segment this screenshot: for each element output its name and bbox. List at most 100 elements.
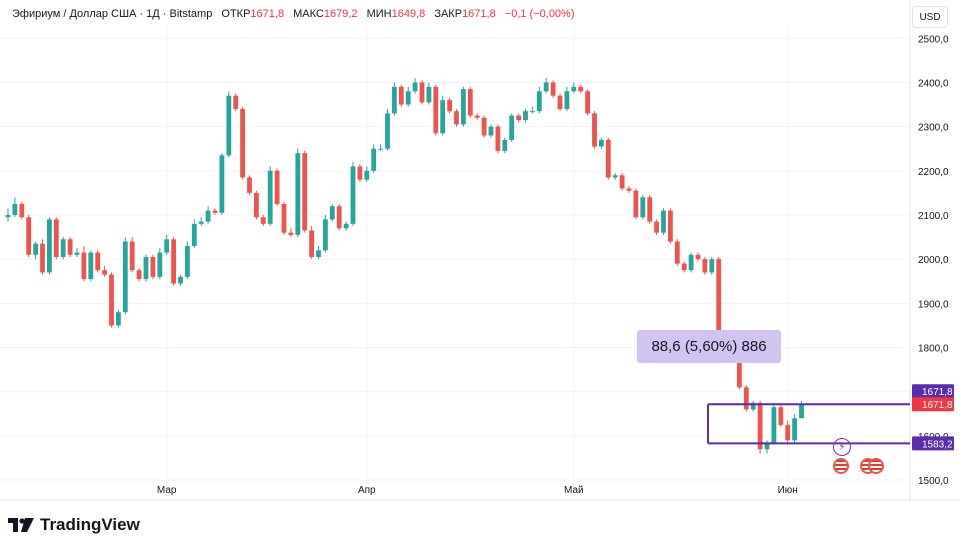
candle-body	[550, 82, 556, 96]
candle-body	[488, 126, 494, 136]
candle-body	[640, 197, 646, 218]
candle-body	[247, 177, 252, 193]
candle-body	[743, 387, 749, 410]
last-price-badge: 1671,8	[922, 400, 953, 411]
candle-body	[661, 210, 666, 233]
candle-body	[750, 402, 756, 410]
candle-body	[502, 139, 508, 151]
us-flag-event-icon[interactable]	[868, 458, 884, 474]
low-label: МИН	[366, 8, 392, 20]
candle-body	[392, 86, 397, 114]
candle-body	[185, 245, 190, 277]
candle-body	[612, 175, 618, 178]
change-value: −0,1 (−0,00%)	[504, 8, 575, 20]
time-tick-label: Мар	[157, 485, 177, 496]
candle-body	[336, 206, 342, 229]
candle-body	[433, 86, 439, 134]
candle-body	[654, 221, 659, 233]
candle-body	[516, 115, 521, 120]
candle-body	[309, 230, 314, 257]
candle-body	[171, 239, 176, 284]
candle-body	[405, 91, 411, 105]
candle-body	[454, 111, 459, 125]
candle-body	[440, 100, 446, 134]
candle-body	[681, 263, 687, 271]
candle-body	[74, 252, 80, 255]
candle-body	[523, 111, 528, 120]
candle-body	[143, 256, 149, 280]
candle-body	[178, 276, 183, 284]
candle-body	[329, 206, 335, 220]
measure-bottom-badge-bg	[912, 436, 954, 451]
time-axis: Мар Апр Май Июн	[157, 485, 798, 496]
candle-body	[474, 115, 480, 118]
candle-body	[564, 91, 570, 109]
candle-body	[88, 252, 94, 280]
candle-body	[260, 217, 266, 224]
candle-body	[116, 312, 121, 326]
candle-body	[191, 223, 197, 246]
measure-top-badge-bg	[912, 384, 954, 399]
candle-body	[47, 219, 52, 273]
candle-body	[412, 82, 418, 92]
candle-body	[702, 259, 708, 273]
measure-bottom-badge: 1583,2	[922, 439, 953, 450]
candle-body	[281, 203, 287, 233]
lightning-event-icon[interactable]: ⚡	[833, 438, 851, 456]
candle-body	[605, 139, 611, 178]
currency-button[interactable]: USD	[912, 6, 948, 28]
candle-body	[60, 239, 66, 257]
candle-body	[764, 442, 770, 450]
candle-body	[674, 241, 680, 264]
us-flag-event-icon[interactable]	[833, 458, 849, 474]
candle-body	[95, 252, 101, 271]
candle-body	[495, 126, 501, 151]
low-value: 1649,8	[391, 8, 426, 20]
high-label: МАКС	[293, 8, 324, 20]
last-price-badge-bg	[912, 397, 954, 412]
candle-body	[53, 219, 59, 257]
candle-body	[398, 86, 404, 105]
candle-body	[302, 153, 308, 231]
price-badges: 1671,8 1671,8 1583,2	[912, 384, 954, 451]
candle-body	[619, 175, 625, 189]
candle-body	[371, 148, 377, 171]
candle-body	[254, 192, 259, 218]
candle-body	[737, 360, 742, 388]
close-value: 1671,8	[462, 8, 496, 20]
candle-body	[578, 86, 584, 92]
candle-body	[357, 166, 363, 180]
candle-body	[67, 239, 73, 255]
tradingview-logo[interactable]: TradingView	[8, 515, 140, 535]
candle-body	[212, 210, 218, 213]
candle-body	[12, 203, 18, 215]
candle-body	[530, 111, 535, 113]
price-tick-label: 2000,0	[918, 255, 949, 266]
candle-body	[122, 241, 128, 313]
candle-body	[274, 170, 280, 204]
candle-body	[385, 113, 390, 149]
candle-body	[350, 166, 356, 224]
candle-body	[467, 89, 473, 116]
candle-body	[792, 418, 797, 441]
price-tick-label: 1900,0	[918, 299, 949, 310]
candle-body	[585, 91, 590, 114]
candle-body	[668, 210, 673, 242]
candle-body	[647, 197, 653, 222]
candle-body	[19, 203, 25, 218]
candles	[5, 78, 804, 454]
candle-body	[109, 274, 114, 326]
candle-body	[447, 100, 452, 112]
candle-body	[378, 148, 383, 150]
symbol-header: Эфириум / Доллар США · 1Д · Bitstamp ОТК…	[12, 8, 575, 20]
time-tick-label: Апр	[358, 485, 376, 496]
candle-body	[799, 404, 804, 419]
candle-body	[219, 155, 225, 213]
candle-body	[33, 243, 38, 255]
open-label: ОТКР	[221, 8, 251, 20]
candle-body	[426, 86, 432, 103]
candle-body	[5, 215, 11, 218]
measure-label[interactable]: 88,6 (5,60%) 886	[637, 330, 781, 363]
candle-body	[295, 153, 301, 235]
